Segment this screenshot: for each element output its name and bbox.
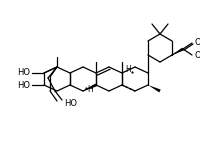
Polygon shape [83,84,96,91]
Text: HO: HO [17,80,30,89]
Text: HO: HO [17,68,30,78]
Polygon shape [171,48,183,55]
Text: H: H [87,86,92,94]
Polygon shape [147,85,160,92]
Text: H: H [125,66,130,74]
Text: OH: OH [194,52,200,60]
Text: OH: OH [194,39,200,47]
Text: HO: HO [64,99,77,107]
